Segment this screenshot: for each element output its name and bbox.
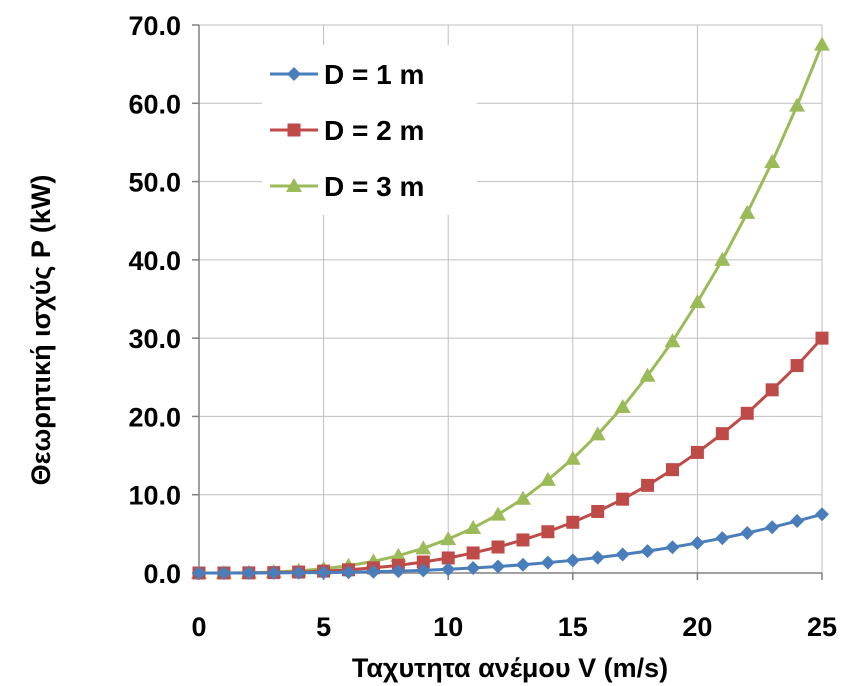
x-tick-label: 20	[682, 612, 712, 642]
data-point	[415, 540, 432, 555]
data-point	[790, 514, 805, 529]
data-point	[714, 251, 731, 266]
data-point	[665, 540, 680, 555]
x-tick-label: 25	[807, 612, 837, 642]
data-point	[465, 519, 482, 534]
data-point	[640, 544, 655, 559]
data-point	[541, 525, 555, 539]
data-point	[565, 553, 580, 568]
x-tick-label: 0	[191, 612, 206, 642]
data-point	[739, 204, 756, 219]
legend-marker	[287, 123, 301, 137]
legend-item: D = 3 m	[270, 171, 424, 202]
data-point	[740, 525, 755, 540]
legend-label: D = 1 m	[324, 59, 424, 90]
data-point	[589, 426, 606, 441]
data-point	[490, 506, 507, 521]
data-point	[690, 535, 705, 550]
data-point	[765, 383, 779, 397]
series-2	[192, 331, 829, 580]
data-point	[615, 547, 630, 562]
data-point	[491, 540, 505, 554]
series-1	[192, 507, 829, 580]
y-tick-label: 30.0	[128, 324, 181, 354]
series-layer	[191, 36, 830, 580]
y-axis-title: Θεωρητική ισχύς P (kW)	[26, 175, 56, 486]
data-point	[814, 36, 830, 51]
legend-marker	[286, 178, 302, 192]
data-point	[764, 154, 781, 168]
data-point	[241, 565, 256, 580]
data-point	[566, 515, 580, 529]
data-point	[740, 406, 754, 420]
data-point	[391, 564, 406, 579]
x-tick-label: 15	[558, 612, 588, 642]
x-tick-label: 10	[433, 612, 463, 642]
y-tick-label: 10.0	[128, 481, 181, 511]
data-point	[466, 546, 480, 560]
y-tick-labels: 0.0 10.0 20.0 30.0 40.0 50.0 60.0 70.0	[128, 11, 181, 589]
data-point	[291, 565, 306, 580]
data-point	[614, 399, 631, 414]
data-point	[441, 562, 456, 577]
legend: D = 1 m D = 2 m D = 3 m	[262, 45, 477, 215]
data-point	[789, 97, 806, 112]
data-point	[366, 564, 381, 579]
data-point	[416, 555, 430, 569]
data-point	[590, 550, 605, 565]
data-point	[515, 557, 530, 572]
y-tick-label: 50.0	[128, 168, 181, 198]
data-point	[341, 565, 356, 580]
data-point	[664, 333, 681, 348]
data-point	[665, 463, 679, 477]
data-point	[416, 563, 431, 578]
data-point	[216, 565, 231, 580]
data-point	[689, 294, 706, 309]
legend-label: D = 2 m	[324, 115, 424, 146]
data-point	[440, 531, 457, 546]
legend-marker	[287, 67, 301, 81]
data-point	[616, 492, 630, 506]
legend-label: D = 3 m	[324, 171, 424, 202]
legend-item: D = 2 m	[270, 115, 424, 146]
y-tick-label: 70.0	[128, 11, 181, 41]
data-point	[564, 450, 581, 465]
data-point	[815, 331, 829, 345]
data-point	[441, 551, 455, 565]
data-point	[765, 520, 780, 535]
legend-item: D = 1 m	[270, 59, 424, 90]
y-tick-label: 20.0	[128, 402, 181, 432]
data-point	[591, 504, 605, 518]
y-tick-label: 0.0	[143, 559, 181, 589]
data-point	[514, 490, 531, 505]
data-point	[715, 531, 730, 546]
data-point	[491, 559, 506, 574]
x-tick-label: 5	[316, 612, 331, 642]
data-point	[715, 427, 729, 441]
x-tick-labels: 0 5 10 15 20 25	[191, 612, 837, 642]
data-point	[466, 560, 481, 575]
data-point	[390, 547, 407, 562]
data-point	[516, 533, 530, 547]
data-point	[540, 555, 555, 570]
y-tick-label: 40.0	[128, 246, 181, 276]
data-point	[815, 507, 829, 522]
data-point	[192, 566, 206, 580]
data-point	[316, 565, 331, 580]
x-axis-title: Ταχυτητα ανέμου V (m/s)	[352, 653, 668, 683]
data-point	[790, 359, 804, 373]
data-point	[641, 478, 655, 492]
data-point	[639, 367, 656, 382]
data-point	[690, 445, 704, 459]
y-tick-label: 60.0	[128, 89, 181, 119]
data-point	[266, 565, 281, 580]
data-point	[539, 471, 556, 486]
